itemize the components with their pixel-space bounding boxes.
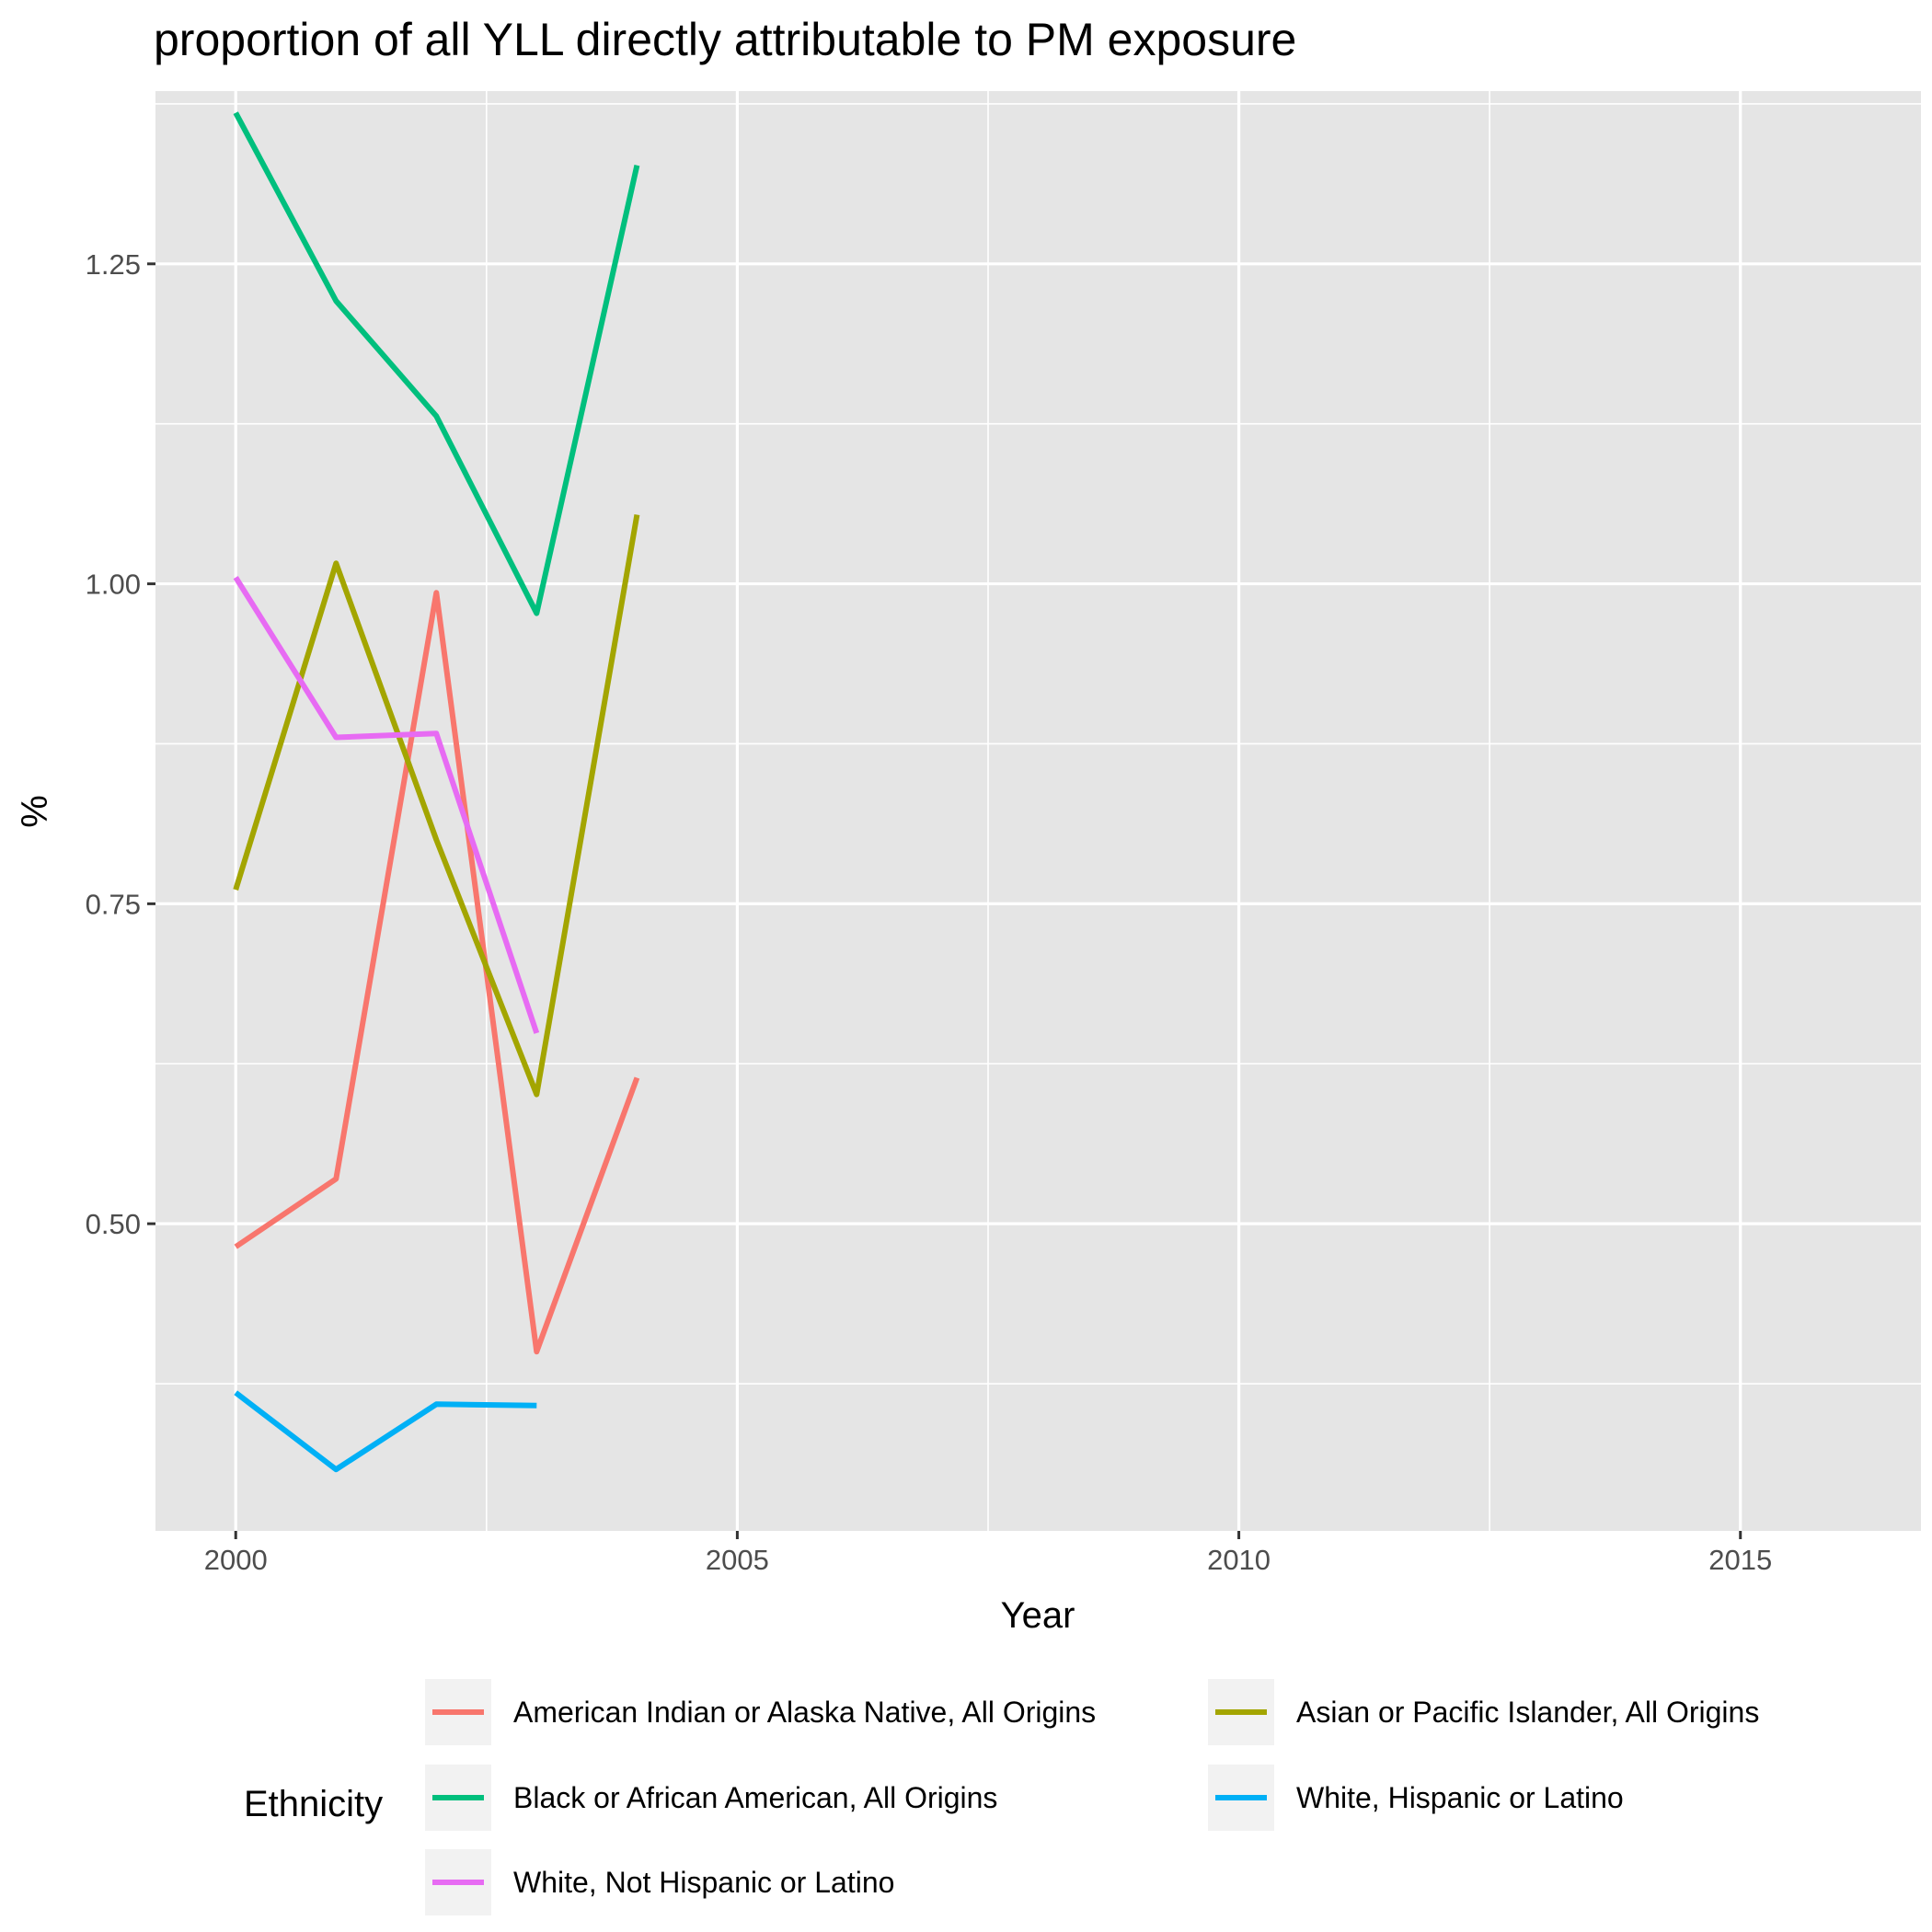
plot-panel [155, 91, 1921, 1531]
chart-title: proportion of all YLL directly attributa… [154, 14, 1296, 65]
x-tick-label: 2015 [1708, 1544, 1772, 1576]
legend-label: Black or African American, All Origins [513, 1781, 997, 1814]
y-tick-label: 0.50 [86, 1208, 141, 1240]
legend-title: Ethnicity [244, 1784, 383, 1824]
x-tick-label: 2005 [706, 1544, 769, 1576]
legend: Ethnicity American Indian or Alaska Nati… [244, 1679, 1759, 1915]
series-line [234, 1390, 537, 1473]
y-axis-title: % [15, 795, 55, 828]
y-tick-label: 1.00 [86, 569, 141, 601]
series-lines [233, 111, 640, 1473]
series-line [233, 576, 540, 1034]
series-line [233, 111, 640, 616]
legend-label: American Indian or Alaska Native, All Or… [513, 1696, 1096, 1729]
y-axis: 0.50 0.75 1.00 1.25 [86, 248, 155, 1240]
series-line [234, 590, 640, 1355]
y-tick-label: 0.75 [86, 888, 141, 920]
series-line [233, 513, 640, 1098]
x-axis: 2000 2005 2010 2015 [204, 1531, 1772, 1576]
x-tick-label: 2010 [1207, 1544, 1271, 1576]
y-tick-label: 1.25 [86, 248, 141, 281]
x-tick-label: 2000 [204, 1544, 268, 1576]
legend-label: Asian or Pacific Islander, All Origins [1296, 1696, 1759, 1729]
legend-label: White, Not Hispanic or Latino [513, 1866, 894, 1899]
grid [155, 91, 1921, 1531]
x-axis-title: Year [1001, 1595, 1075, 1636]
legend-label: White, Hispanic or Latino [1296, 1781, 1624, 1814]
